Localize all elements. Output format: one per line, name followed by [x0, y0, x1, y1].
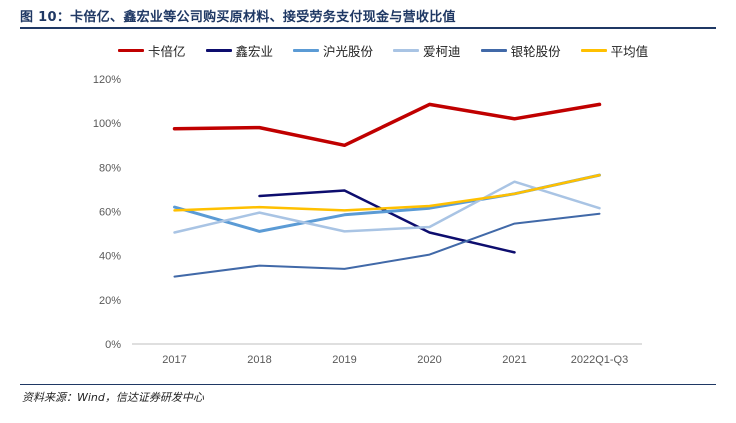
legend-item: 沪光股份: [293, 41, 373, 60]
y-tick-label: 100%: [93, 118, 121, 130]
y-tick-label: 0%: [105, 339, 121, 351]
x-tick-label: 2022Q1-Q3: [571, 354, 628, 366]
series-line: [173, 180, 601, 234]
legend-swatch: [393, 49, 420, 52]
x-tick-label: 2018: [247, 354, 271, 366]
y-tick-label: 60%: [99, 207, 121, 219]
series-line: [173, 173, 601, 233]
series-line: [172, 102, 602, 148]
chart-legend: 卡倍亿 鑫宏业 沪光股份 爱柯迪 银轮股份 平均值: [118, 41, 648, 60]
legend-swatch: [293, 49, 320, 52]
y-tick-label: 80%: [99, 162, 121, 174]
legend-item: 平均值: [580, 41, 649, 60]
legend-item: 鑫宏业: [205, 41, 274, 60]
x-tick-label: 2021: [502, 354, 526, 366]
legend-swatch: [580, 49, 607, 52]
x-tick-label: 2017: [162, 354, 186, 366]
x-tick-label: 2019: [332, 354, 356, 366]
title-rule: [20, 27, 716, 29]
legend-label: 卡倍亿: [148, 44, 186, 59]
source-note: 资料来源：Wind，信达证券研发中心: [22, 391, 204, 404]
bottom-rule: [20, 384, 716, 385]
legend-swatch: [480, 49, 507, 52]
series-line: [173, 173, 601, 212]
legend-label: 爱柯迪: [423, 44, 461, 59]
x-tick-label: 2020: [417, 354, 441, 366]
series-line: [173, 212, 601, 278]
legend-item: 爱柯迪: [393, 41, 461, 60]
legend-swatch: [118, 49, 144, 52]
y-tick-label: 40%: [99, 251, 121, 263]
y-tick-label: 20%: [99, 295, 121, 307]
legend-label: 鑫宏业: [235, 44, 274, 59]
figure-title: 图 10：卡倍亿、鑫宏业等公司购买原材料、接受劳务支付现金与营收比值: [20, 10, 456, 25]
legend-label: 银轮股份: [510, 44, 561, 59]
legend-item: 银轮股份: [480, 41, 561, 60]
y-tick-label: 120%: [93, 74, 121, 86]
legend-swatch: [205, 49, 232, 52]
legend-label: 沪光股份: [323, 44, 374, 59]
legend-label: 平均值: [610, 44, 649, 59]
legend-item: 卡倍亿: [118, 41, 186, 60]
